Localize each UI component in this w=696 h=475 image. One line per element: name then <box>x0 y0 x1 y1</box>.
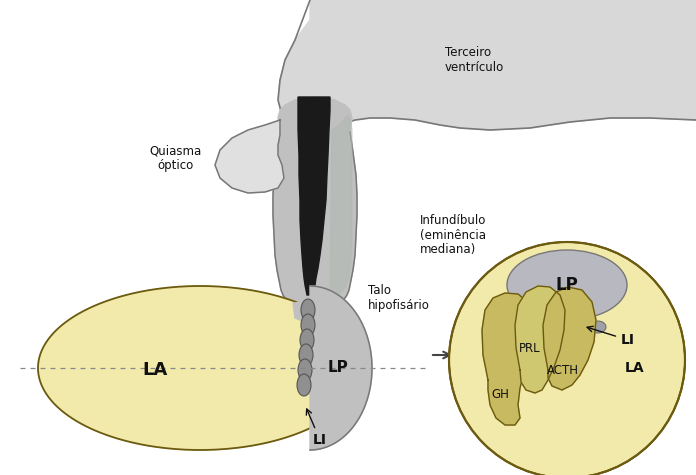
Text: LP: LP <box>328 361 349 376</box>
Ellipse shape <box>301 299 315 321</box>
Ellipse shape <box>507 250 627 320</box>
Ellipse shape <box>574 318 590 330</box>
Ellipse shape <box>298 359 312 381</box>
Ellipse shape <box>300 329 314 351</box>
Polygon shape <box>278 97 352 132</box>
Polygon shape <box>543 287 596 390</box>
Text: Talo
hipofisário: Talo hipofisário <box>368 284 430 312</box>
Polygon shape <box>38 286 362 450</box>
Text: LI: LI <box>306 409 327 447</box>
Ellipse shape <box>299 344 313 366</box>
Ellipse shape <box>297 374 311 396</box>
Ellipse shape <box>520 320 536 332</box>
Polygon shape <box>278 0 696 132</box>
Ellipse shape <box>538 318 554 330</box>
Polygon shape <box>215 120 284 193</box>
Polygon shape <box>310 286 372 450</box>
Polygon shape <box>515 286 565 393</box>
Polygon shape <box>293 300 337 322</box>
Text: Quiasma
óptico: Quiasma óptico <box>149 144 201 172</box>
Ellipse shape <box>590 321 606 333</box>
Text: LA: LA <box>143 361 168 379</box>
Text: PRL: PRL <box>519 342 541 354</box>
Polygon shape <box>330 115 352 295</box>
Ellipse shape <box>502 324 518 336</box>
Text: GH: GH <box>491 389 509 401</box>
Polygon shape <box>298 97 330 295</box>
Text: LP: LP <box>555 276 578 294</box>
Ellipse shape <box>301 314 315 336</box>
Circle shape <box>449 242 685 475</box>
Text: LA: LA <box>625 361 644 375</box>
Text: Terceiro
ventrículo: Terceiro ventrículo <box>445 46 504 74</box>
Ellipse shape <box>556 317 572 329</box>
Polygon shape <box>273 132 357 303</box>
Text: ACTH: ACTH <box>547 363 579 377</box>
Text: LI: LI <box>587 326 635 347</box>
Text: Infundíbulo
(eminência
mediana): Infundíbulo (eminência mediana) <box>420 213 487 256</box>
Polygon shape <box>482 293 534 425</box>
